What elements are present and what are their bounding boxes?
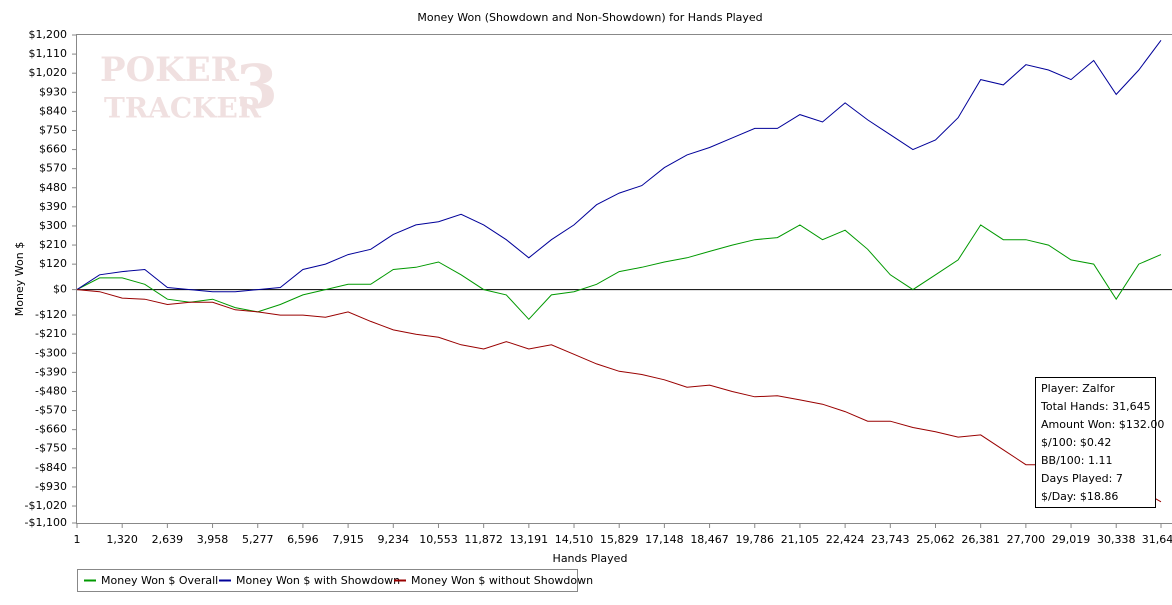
legend-frame xyxy=(77,569,578,592)
y-tick-label: -$480 xyxy=(35,384,67,397)
y-tick-label: $480 xyxy=(39,181,67,194)
y-tick-label: $750 xyxy=(39,123,67,136)
x-tick-label: 1,320 xyxy=(106,533,138,546)
x-tick-label: 10,553 xyxy=(419,533,458,546)
info-box: Player: Zalfor Total Hands: 31,645 Amount … xyxy=(1035,377,1164,508)
plot-frame xyxy=(76,34,1172,524)
y-tick-label: -$1,100 xyxy=(25,516,67,529)
y-tick-label: -$1,020 xyxy=(25,499,67,512)
y-tick-label: $840 xyxy=(39,104,67,117)
info-line: Total Hands: 31,645 xyxy=(1040,400,1151,413)
y-tick-label: $570 xyxy=(39,162,67,175)
y-axis-label: Money Won $ xyxy=(13,242,26,316)
y-tick-label: -$210 xyxy=(35,327,67,340)
x-tick-label: 6,596 xyxy=(287,533,319,546)
watermark: TRACKER xyxy=(104,92,262,125)
y-tick-label: -$660 xyxy=(35,423,67,436)
x-tick-label: 18,467 xyxy=(690,533,729,546)
y-tick-label: -$570 xyxy=(35,404,67,417)
x-tick-label: 23,743 xyxy=(871,533,910,546)
y-tick-label: $1,110 xyxy=(29,47,68,60)
info-box-frame xyxy=(1035,377,1156,508)
x-tick-label: 26,381 xyxy=(961,533,1000,546)
x-tick-label: 17,148 xyxy=(645,533,684,546)
x-tick-label: 31,645 xyxy=(1142,533,1172,546)
x-tick-label: 9,234 xyxy=(378,533,410,546)
y-tick-label: $930 xyxy=(39,85,67,98)
x-tick-label: 29,019 xyxy=(1052,533,1091,546)
x-axis-label: Hands Played xyxy=(553,552,628,565)
y-tick-label: $210 xyxy=(39,238,67,251)
info-line: BB/100: 1.11 xyxy=(1041,454,1113,467)
y-tick-label: -$930 xyxy=(35,480,67,493)
y-tick-label: $660 xyxy=(39,143,67,156)
x-tick-label: 21,105 xyxy=(781,533,820,546)
y-tick-label: $1,200 xyxy=(29,28,68,41)
chart-title: Money Won (Showdown and Non-Showdown) fo… xyxy=(417,11,762,24)
x-tick-label: 7,915 xyxy=(332,533,364,546)
legend-label: Money Won $ without Showdown xyxy=(411,574,593,587)
x-tick-label: 30,338 xyxy=(1097,533,1136,546)
series-line xyxy=(76,224,1162,321)
info-line: $/100: $0.42 xyxy=(1041,436,1111,449)
x-tick-label: 2,639 xyxy=(152,533,184,546)
watermark: 3 xyxy=(236,53,278,123)
x-tick-label: 15,829 xyxy=(600,533,639,546)
series-line xyxy=(76,289,1162,503)
x-tick-label: 13,191 xyxy=(510,533,549,546)
info-line: Player: Zalfor xyxy=(1041,382,1115,395)
legend: Money Won $ Overall Money Won $ with Show… xyxy=(77,569,593,592)
series-line xyxy=(76,40,1162,293)
info-line: Amount Won: $132.00 xyxy=(1041,418,1164,431)
x-tick-label: 22,424 xyxy=(826,533,865,546)
legend-label: Money Won $ with Showdown xyxy=(236,574,400,587)
y-tick-label: $300 xyxy=(39,219,67,232)
y-tick-label: -$840 xyxy=(35,461,67,474)
x-tick-label: 11,872 xyxy=(464,533,503,546)
x-tick-label: 14,510 xyxy=(555,533,594,546)
x-tick-label: 1 xyxy=(74,533,81,546)
x-tick-label: 19,786 xyxy=(736,533,775,546)
y-tick-label: $0 xyxy=(53,283,67,296)
legend-label: Money Won $ Overall xyxy=(101,574,218,587)
x-tick-label: 3,958 xyxy=(197,533,229,546)
y-tick-label: $1,020 xyxy=(29,66,68,79)
watermark: POKER xyxy=(100,50,240,90)
y-tick-label: $390 xyxy=(39,200,67,213)
info-line: $/Day: $18.86 xyxy=(1041,490,1118,503)
x-tick-label: 27,700 xyxy=(1007,533,1046,546)
x-tick-label: 25,062 xyxy=(916,533,955,546)
x-tick-label: 5,277 xyxy=(242,533,274,546)
info-line: Days Played: 7 xyxy=(1041,472,1123,485)
y-tick-label: -$120 xyxy=(35,308,67,321)
y-tick-label: -$390 xyxy=(35,365,67,378)
y-tick-label: -$300 xyxy=(35,346,67,359)
y-tick-label: $120 xyxy=(39,257,67,270)
y-tick-label: -$750 xyxy=(35,442,67,455)
